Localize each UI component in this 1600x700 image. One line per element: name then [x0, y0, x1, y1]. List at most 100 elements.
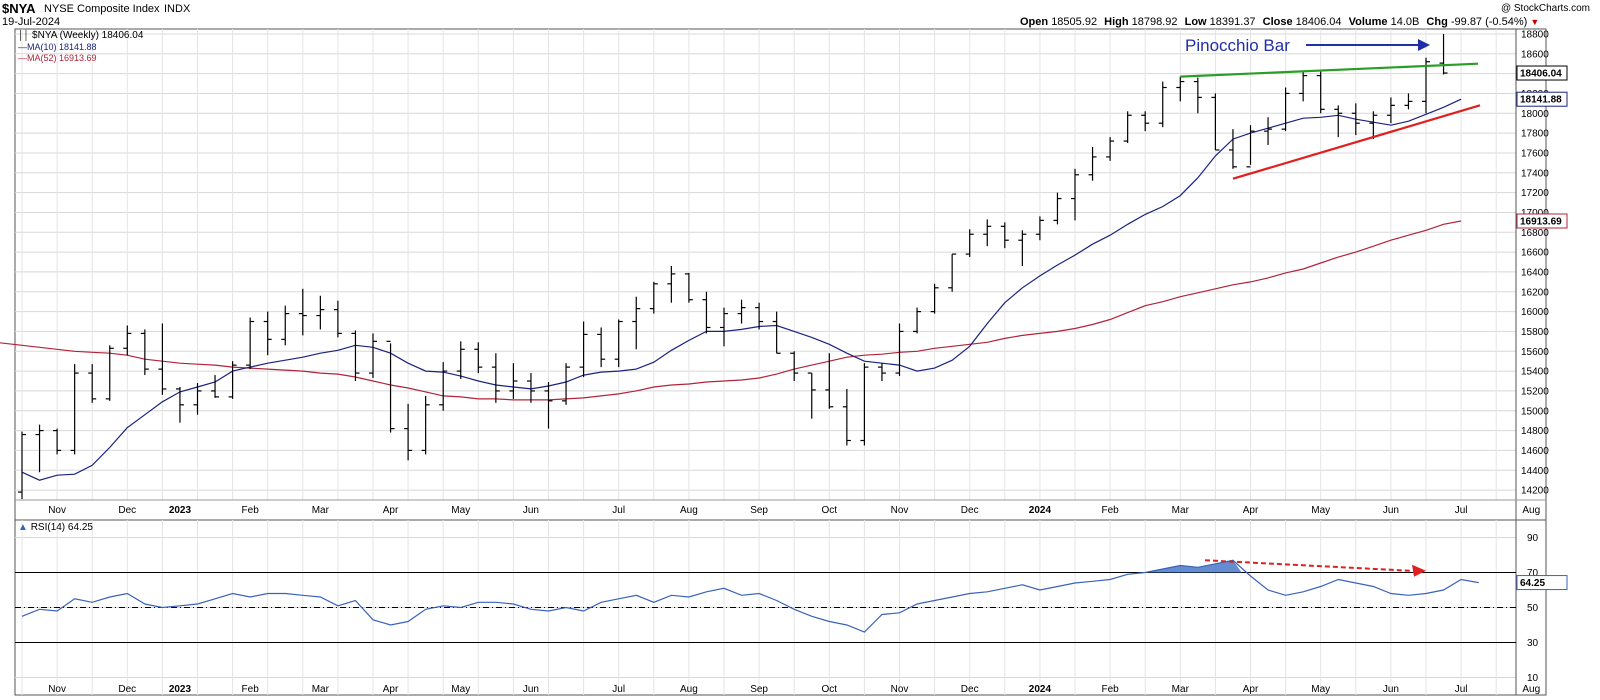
- rsi-x-tick-label: May: [451, 684, 470, 695]
- price-bar: [983, 219, 992, 247]
- volume-label: Volume: [1348, 16, 1388, 28]
- price-bar: [1088, 146, 1097, 181]
- price-bar: [930, 283, 939, 314]
- price-bar: [228, 361, 237, 399]
- price-bar: [1141, 111, 1150, 132]
- x-tick-label: 2024: [1029, 505, 1052, 516]
- rsi-x-tick-label: Apr: [383, 684, 399, 695]
- x-tick-label: Apr: [383, 505, 399, 516]
- y-tick-label: 18800: [1521, 29, 1549, 40]
- legend-price: ││ $NYA (Weekly) 18406.04: [18, 30, 143, 41]
- x-tick-label: Nov: [48, 505, 66, 516]
- legend-price-text: $NYA (Weekly) 18406.04: [32, 30, 144, 41]
- price-bar: [1334, 105, 1343, 138]
- rsi-y-tick-label: 10: [1527, 673, 1539, 684]
- open-label: Open: [1020, 16, 1049, 28]
- high-value: 18798.92: [1131, 16, 1178, 28]
- y-tick-label: 14800: [1521, 426, 1549, 437]
- price-panel-frame: [14, 28, 1547, 521]
- rsi-x-tick-label: Feb: [1101, 684, 1119, 695]
- pinocchio-label: Pinocchio Bar: [1185, 36, 1290, 55]
- close-label: Close: [1262, 16, 1293, 28]
- y-tick-label: 17600: [1521, 148, 1549, 159]
- price-bar: [649, 281, 658, 314]
- y-tick-label: 14600: [1521, 446, 1549, 457]
- price-bar: [18, 431, 26, 500]
- annotations: [1180, 39, 1481, 577]
- x-tick-label: Jul: [612, 505, 625, 516]
- legend-ma52-text: MA(52) 16913.69: [27, 53, 97, 63]
- y-tick-label: 16800: [1521, 228, 1549, 239]
- x-tick-label: Aug: [1522, 505, 1540, 516]
- x-tick-label: 2023: [169, 505, 192, 516]
- price-bar: [316, 295, 325, 330]
- price-bar: [1439, 34, 1448, 75]
- chart-date: 19-Jul-2024: [2, 16, 61, 28]
- rsi-value-tag-text: 64.25: [1520, 578, 1545, 589]
- rsi-y-tick-label: 90: [1527, 533, 1539, 544]
- y-tick-label: 15200: [1521, 386, 1549, 397]
- rsi-x-tick-label: Nov: [891, 684, 909, 695]
- volume-value: 14.0B: [1390, 16, 1420, 28]
- credit: @ StockCharts.com: [1500, 3, 1590, 14]
- price-bar: [597, 327, 606, 368]
- legend-rsi: ▲ RSI(14) 64.25: [18, 522, 93, 533]
- price-bar: [1018, 230, 1027, 266]
- ma10-line: [21, 98, 1462, 481]
- rsi-divergence-arrow-head-icon: [1412, 564, 1426, 577]
- price-bar: [281, 305, 290, 346]
- x-tick-label: Dec: [961, 505, 979, 516]
- price-bar: [877, 363, 886, 382]
- rsi-x-tick-label: 2024: [1029, 684, 1052, 695]
- close-value-tag: 18406.04: [1516, 65, 1568, 81]
- y-tick-label: 17800: [1521, 129, 1549, 140]
- price-bar: [491, 353, 500, 403]
- resistance-trendline: [1180, 62, 1479, 78]
- ma52-value-tag: 16913.69: [1516, 213, 1568, 229]
- price-bar: [1106, 137, 1115, 161]
- rsi-x-tick-label: Jun: [1383, 684, 1399, 695]
- price-bar: [421, 395, 430, 455]
- price-bar: [158, 323, 167, 395]
- price-bar: [1035, 216, 1044, 241]
- rsi-value-tag: 64.25: [1516, 575, 1568, 591]
- y-tick-label: 14400: [1521, 466, 1549, 477]
- price-bar: [105, 345, 114, 401]
- y-tick-label: 17200: [1521, 188, 1549, 199]
- price-bar: [562, 363, 571, 405]
- price-bar: [825, 353, 834, 409]
- rsi-y-tick-label: 30: [1527, 638, 1539, 649]
- ma10-series: [21, 98, 1462, 481]
- price-bar: [509, 363, 518, 399]
- price-bar: [386, 340, 395, 433]
- price-bar: [965, 229, 974, 258]
- price-bar: [720, 307, 728, 347]
- rsi-y-tick-label: 70: [1527, 568, 1539, 579]
- x-axis-labels: Nov Nov Dec Dec 2023 2023 Feb Feb Mar Mar Apr Apr Ma…: [48, 505, 1540, 695]
- legend-ma10-text: MA(10) 18141.88: [27, 42, 97, 52]
- x-tick-label: Oct: [822, 505, 838, 516]
- close-value: 18406.04: [1295, 16, 1342, 28]
- low-label: Low: [1184, 16, 1207, 28]
- price-bar: [772, 311, 781, 354]
- rsi-x-tick-label: Dec: [118, 684, 136, 695]
- ma52-value-tag-text: 16913.69: [1520, 217, 1562, 228]
- price-bar: [667, 265, 676, 303]
- price-bar: [140, 329, 149, 376]
- high-label: High: [1104, 16, 1129, 28]
- x-tick-label: Sep: [750, 505, 768, 516]
- chg-value: -99.87 (-0.54%): [1450, 16, 1528, 28]
- x-tick-label: Mar: [1172, 505, 1190, 516]
- y-tick-label: 18000: [1521, 109, 1549, 120]
- legend-ma52: —MA(52) 16913.69: [18, 53, 97, 63]
- rsi-x-tick-label: May: [1311, 684, 1330, 695]
- x-tick-label: Nov: [891, 505, 909, 516]
- price-bar: [684, 272, 693, 303]
- price-bar: [790, 351, 799, 382]
- price-bar: [1228, 129, 1237, 169]
- x-tick-label: Jun: [523, 505, 539, 516]
- ma52-value-tag-box: [1516, 213, 1568, 229]
- price-bar: [404, 403, 413, 461]
- price-bar: [1176, 76, 1185, 102]
- rsi-x-tick-label: Aug: [1522, 684, 1540, 695]
